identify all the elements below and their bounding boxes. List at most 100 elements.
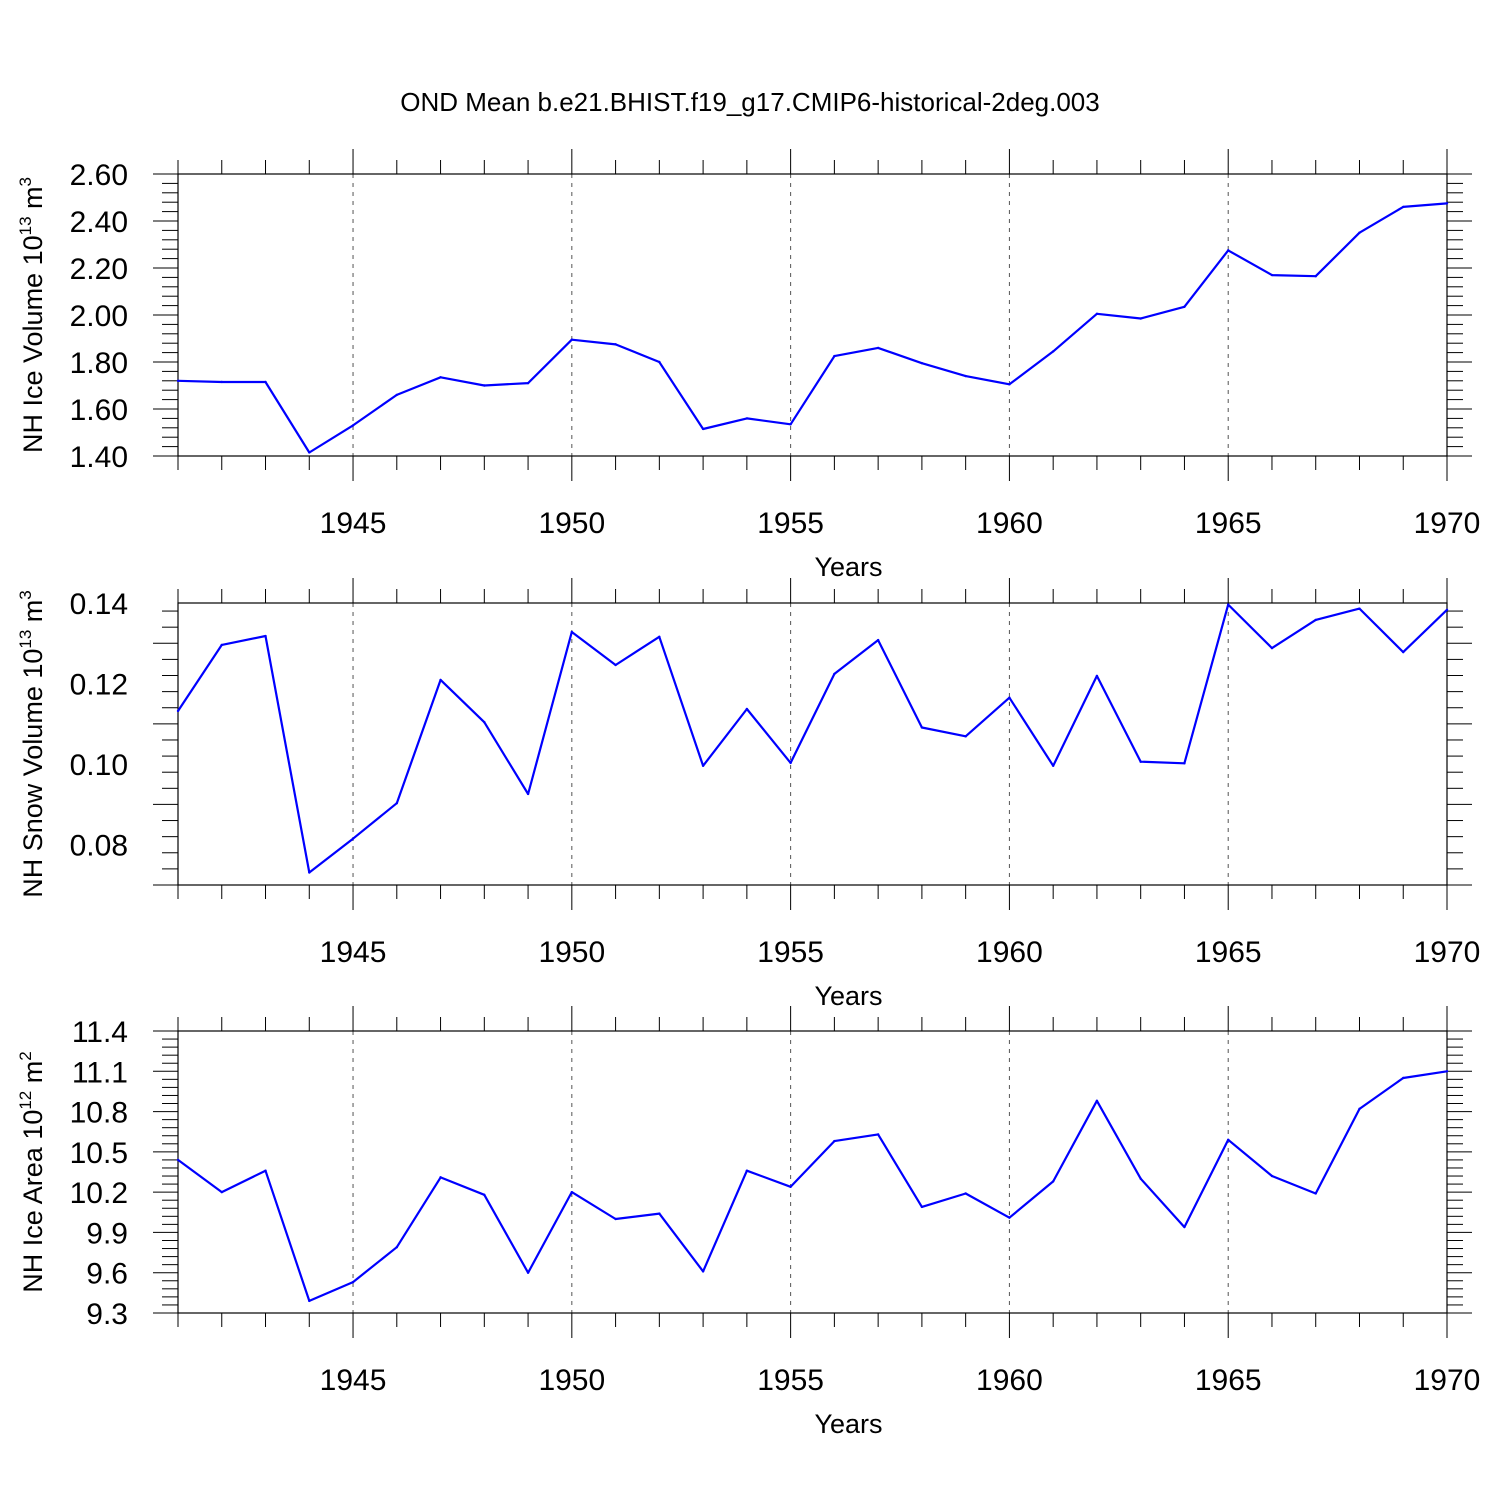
y-axis-title: NH Ice Volume 1013 m3 xyxy=(16,177,48,453)
data-point xyxy=(1183,1225,1186,1229)
data-point xyxy=(1095,1099,1099,1103)
y-axis-title-unit: m xyxy=(18,1061,48,1091)
data-point xyxy=(1358,231,1361,234)
x-tick-label: 1955 xyxy=(757,507,824,540)
data-point xyxy=(1095,674,1099,678)
data-point xyxy=(614,343,617,346)
data-point xyxy=(833,672,836,676)
data-point xyxy=(1227,1138,1230,1141)
y-axis-title-unit-exponent: 3 xyxy=(16,177,35,186)
data-point xyxy=(1445,608,1449,612)
data-point xyxy=(1402,1076,1405,1080)
data-point xyxy=(1270,646,1274,650)
x-tick-label: 1945 xyxy=(320,1364,387,1397)
data-point xyxy=(308,1299,311,1303)
data-point xyxy=(439,678,442,682)
y-axis-title-unit: m xyxy=(18,186,48,216)
x-tick-label: 1965 xyxy=(1195,507,1262,540)
y-axis-title: NH Snow Volume 1013 m3 xyxy=(16,590,48,898)
data-point xyxy=(1227,249,1230,252)
y-tick-label: 2.00 xyxy=(70,300,128,333)
y-tick-label: 9.6 xyxy=(86,1258,128,1291)
y-tick-label: 2.60 xyxy=(70,159,128,192)
data-point xyxy=(701,764,705,767)
y-tick-label: 1.40 xyxy=(70,441,128,474)
data-point xyxy=(920,361,924,365)
data-point xyxy=(789,761,792,765)
data-point xyxy=(614,1217,617,1221)
data-point xyxy=(1358,1107,1361,1111)
data-point xyxy=(1008,383,1011,386)
y-axis-title-exponent: 13 xyxy=(16,630,35,649)
data-point xyxy=(789,423,792,426)
data-point xyxy=(876,1133,880,1136)
data-point xyxy=(1314,618,1317,622)
data-point xyxy=(1008,1216,1011,1219)
data-point xyxy=(833,1139,836,1143)
data-point xyxy=(1183,762,1186,765)
x-tick-label: 1965 xyxy=(1195,1364,1262,1397)
data-point xyxy=(658,635,661,639)
data-point xyxy=(264,1169,267,1172)
data-point xyxy=(1314,275,1317,278)
data-point xyxy=(1314,1192,1317,1195)
data-point xyxy=(876,638,880,642)
data-point xyxy=(701,1270,705,1273)
data-point xyxy=(1139,1177,1142,1180)
data-point xyxy=(964,735,967,738)
data-point xyxy=(220,1190,223,1194)
x-tick-label: 1950 xyxy=(538,1364,605,1397)
y-tick-label: 11.4 xyxy=(72,1016,128,1049)
data-point xyxy=(439,376,442,379)
y-tick-label: 0.08 xyxy=(70,830,128,863)
data-point xyxy=(1358,607,1361,610)
y-tick-label: 10.2 xyxy=(70,1177,128,1210)
y-axis-title-main: NH Ice Area 10 xyxy=(18,1110,48,1293)
data-point xyxy=(833,354,836,358)
data-point xyxy=(658,1212,661,1215)
y-axis-title-unit: m xyxy=(18,600,48,630)
y-tick-label: 1.80 xyxy=(70,347,128,380)
data-point xyxy=(745,1169,749,1172)
data-point xyxy=(876,346,880,350)
data-point xyxy=(1270,273,1274,277)
x-tick-label: 1965 xyxy=(1195,936,1262,969)
data-point xyxy=(483,721,486,724)
y-axis-title-unit-exponent: 3 xyxy=(16,590,35,599)
data-point xyxy=(483,384,486,387)
data-point xyxy=(1270,1174,1274,1178)
y-tick-label: 1.60 xyxy=(70,394,128,427)
data-point xyxy=(220,380,223,384)
y-axis-title-main: NH Snow Volume 10 xyxy=(18,649,48,898)
x-tick-label: 1955 xyxy=(757,1364,824,1397)
y-axis-title-unit-exponent: 2 xyxy=(16,1051,35,1060)
y-tick-label: 0.12 xyxy=(70,669,128,702)
data-point xyxy=(570,1190,574,1194)
plot-frame xyxy=(177,602,1448,886)
y-tick-label: 10.8 xyxy=(70,1097,128,1130)
x-tick-label: 1945 xyxy=(320,507,387,540)
data-point xyxy=(264,634,267,638)
data-point xyxy=(1139,317,1142,320)
data-point xyxy=(701,427,705,431)
data-point xyxy=(1227,603,1230,606)
data-point xyxy=(176,709,180,713)
chart-panel-2: 1945 1950 1955 1960 1965 1970 0.08 0.10 0.12 0.14… xyxy=(16,578,1480,1011)
y-axis-title-main: NH Ice Volume 10 xyxy=(18,235,48,453)
data-point xyxy=(308,871,311,874)
data-point xyxy=(395,393,398,397)
y-tick-label: 9.9 xyxy=(86,1217,128,1250)
x-axis-title: Years xyxy=(814,981,882,1011)
x-tick-label: 1970 xyxy=(1414,507,1481,540)
x-tick-label: 1960 xyxy=(976,1364,1043,1397)
series-line xyxy=(177,1070,1448,1303)
data-point xyxy=(1095,312,1099,316)
data-point xyxy=(526,792,530,796)
x-axis-title: Years xyxy=(814,1409,882,1439)
series-line xyxy=(177,603,1448,874)
data-point xyxy=(1402,205,1405,209)
data-point xyxy=(483,1193,486,1197)
data-point xyxy=(1445,1070,1449,1073)
series-line xyxy=(177,202,1448,454)
x-tick-label: 1950 xyxy=(538,507,605,540)
